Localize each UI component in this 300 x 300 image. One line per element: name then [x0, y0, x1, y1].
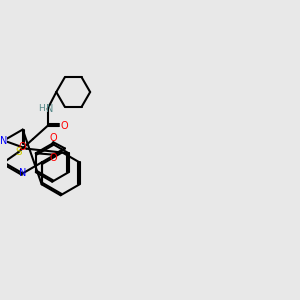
Text: O: O	[50, 154, 57, 164]
Text: O: O	[19, 142, 26, 152]
Text: N: N	[46, 104, 54, 114]
Text: N: N	[0, 136, 8, 146]
Text: O: O	[50, 134, 57, 143]
Text: S: S	[15, 147, 22, 157]
Text: O: O	[61, 121, 68, 131]
Text: N: N	[19, 168, 26, 178]
Text: H: H	[38, 104, 44, 113]
